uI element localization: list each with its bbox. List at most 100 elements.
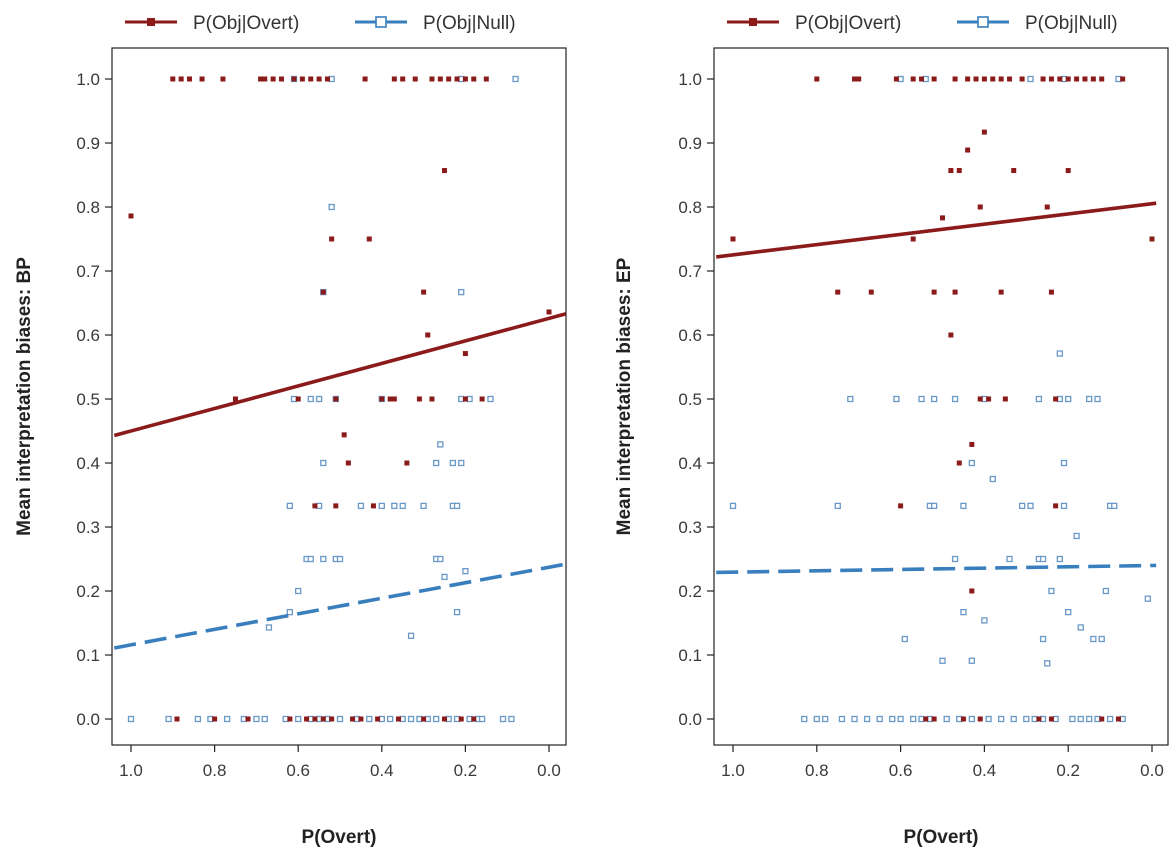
- data-point: [1099, 716, 1105, 722]
- data-point: [366, 715, 373, 723]
- data-point: [1086, 395, 1093, 403]
- data-point: [487, 395, 494, 403]
- data-point: [178, 76, 184, 82]
- x-tick-label: 0.8: [203, 761, 227, 780]
- data-point: [897, 715, 904, 723]
- data-point: [421, 716, 427, 722]
- y-tick-label: 0.8: [678, 198, 702, 217]
- data-point: [822, 715, 829, 723]
- data-point: [295, 715, 302, 723]
- y-tick-label: 0.3: [678, 518, 702, 537]
- data-point: [1099, 76, 1105, 82]
- data-point: [898, 503, 904, 509]
- data-point: [969, 441, 975, 447]
- data-point: [387, 715, 394, 723]
- data-point: [483, 76, 489, 82]
- data-point: [462, 351, 468, 357]
- data-point: [223, 715, 231, 723]
- data-point: [868, 289, 874, 295]
- data-point: [919, 76, 925, 82]
- data-point: [165, 715, 172, 723]
- data-point: [350, 716, 356, 722]
- data-point: [1035, 395, 1043, 403]
- data-point: [265, 624, 273, 631]
- legend-entry: P(Obj|Overt): [727, 13, 901, 34]
- data-point: [1060, 459, 1068, 467]
- data-point: [462, 76, 468, 82]
- x-tick-label: 0.6: [286, 761, 310, 780]
- data-point: [291, 76, 297, 82]
- y-tick-label: 0.7: [76, 262, 100, 281]
- data-point: [429, 76, 435, 82]
- data-point: [307, 395, 314, 403]
- data-point: [1007, 76, 1013, 82]
- data-point: [1120, 76, 1126, 82]
- data-point: [1077, 715, 1084, 723]
- y-tick-label: 0.0: [678, 710, 702, 729]
- data-point: [446, 76, 452, 82]
- data-point: [1086, 715, 1093, 723]
- x-tick-label: 1.0: [119, 761, 143, 780]
- y-tick-label: 1.0: [76, 70, 100, 89]
- y-tick-label: 0.1: [678, 646, 702, 665]
- x-tick-label: 0.4: [370, 761, 394, 780]
- y-tick-label: 0.0: [76, 710, 100, 729]
- data-point: [730, 236, 736, 242]
- data-point: [432, 459, 440, 467]
- data-point: [286, 608, 293, 616]
- legend-entry: P(Obj|Overt): [125, 13, 299, 34]
- data-point: [429, 396, 435, 402]
- data-point: [458, 716, 464, 722]
- data-point: [1149, 236, 1155, 242]
- data-point: [437, 555, 444, 563]
- y-tick-label: 0.7: [678, 262, 702, 281]
- data-point: [262, 76, 268, 82]
- y-tick-label: 0.6: [678, 326, 702, 345]
- data-point: [918, 395, 925, 403]
- chart-panel-left: 0.0 0.1 0.2 0.3 0.4 0.5 0.6 0.7 0.8 0.9 1.0 1.0 0.8 0…: [14, 13, 567, 848]
- data-point: [378, 502, 385, 510]
- data-point: [458, 288, 465, 296]
- data-point: [986, 396, 992, 402]
- data-point: [910, 76, 916, 82]
- data-point: [956, 168, 962, 174]
- data-point: [1019, 76, 1025, 82]
- data-point: [479, 396, 485, 402]
- legend-label: P(Obj|Overt): [193, 13, 299, 34]
- x-tick-label: 0.0: [1140, 761, 1164, 780]
- data-point: [1040, 76, 1046, 82]
- data-point: [399, 502, 406, 510]
- legend-marker: [147, 18, 155, 26]
- data-point: [847, 395, 854, 403]
- data-point: [379, 396, 385, 402]
- data-point: [441, 573, 448, 581]
- data-point: [1023, 715, 1030, 723]
- data-point: [287, 716, 293, 722]
- data-point: [458, 459, 465, 467]
- plot-frame: [713, 47, 1169, 746]
- data-point: [834, 502, 841, 510]
- data-point: [508, 715, 515, 723]
- data-point: [391, 502, 398, 510]
- data-point: [1065, 608, 1072, 616]
- data-point: [437, 441, 444, 448]
- x-tick-label: 0.6: [889, 761, 913, 780]
- data-point: [324, 76, 330, 82]
- data-point: [998, 76, 1004, 82]
- y-tick-label: 0.8: [76, 198, 100, 217]
- data-point: [876, 715, 883, 723]
- data-point: [329, 716, 335, 722]
- data-point: [965, 76, 971, 82]
- y-tick-label: 0.5: [678, 390, 702, 409]
- data-point: [1048, 587, 1055, 595]
- data-point: [960, 608, 967, 616]
- fit-line-null: [113, 562, 566, 650]
- data-point: [1065, 395, 1072, 403]
- data-point: [1048, 289, 1054, 295]
- x-tick-label: 0.0: [537, 761, 561, 780]
- data-point: [370, 503, 376, 509]
- data-point: [170, 76, 176, 82]
- legend-entry: P(Obj|Null): [355, 13, 516, 34]
- data-point: [336, 715, 344, 723]
